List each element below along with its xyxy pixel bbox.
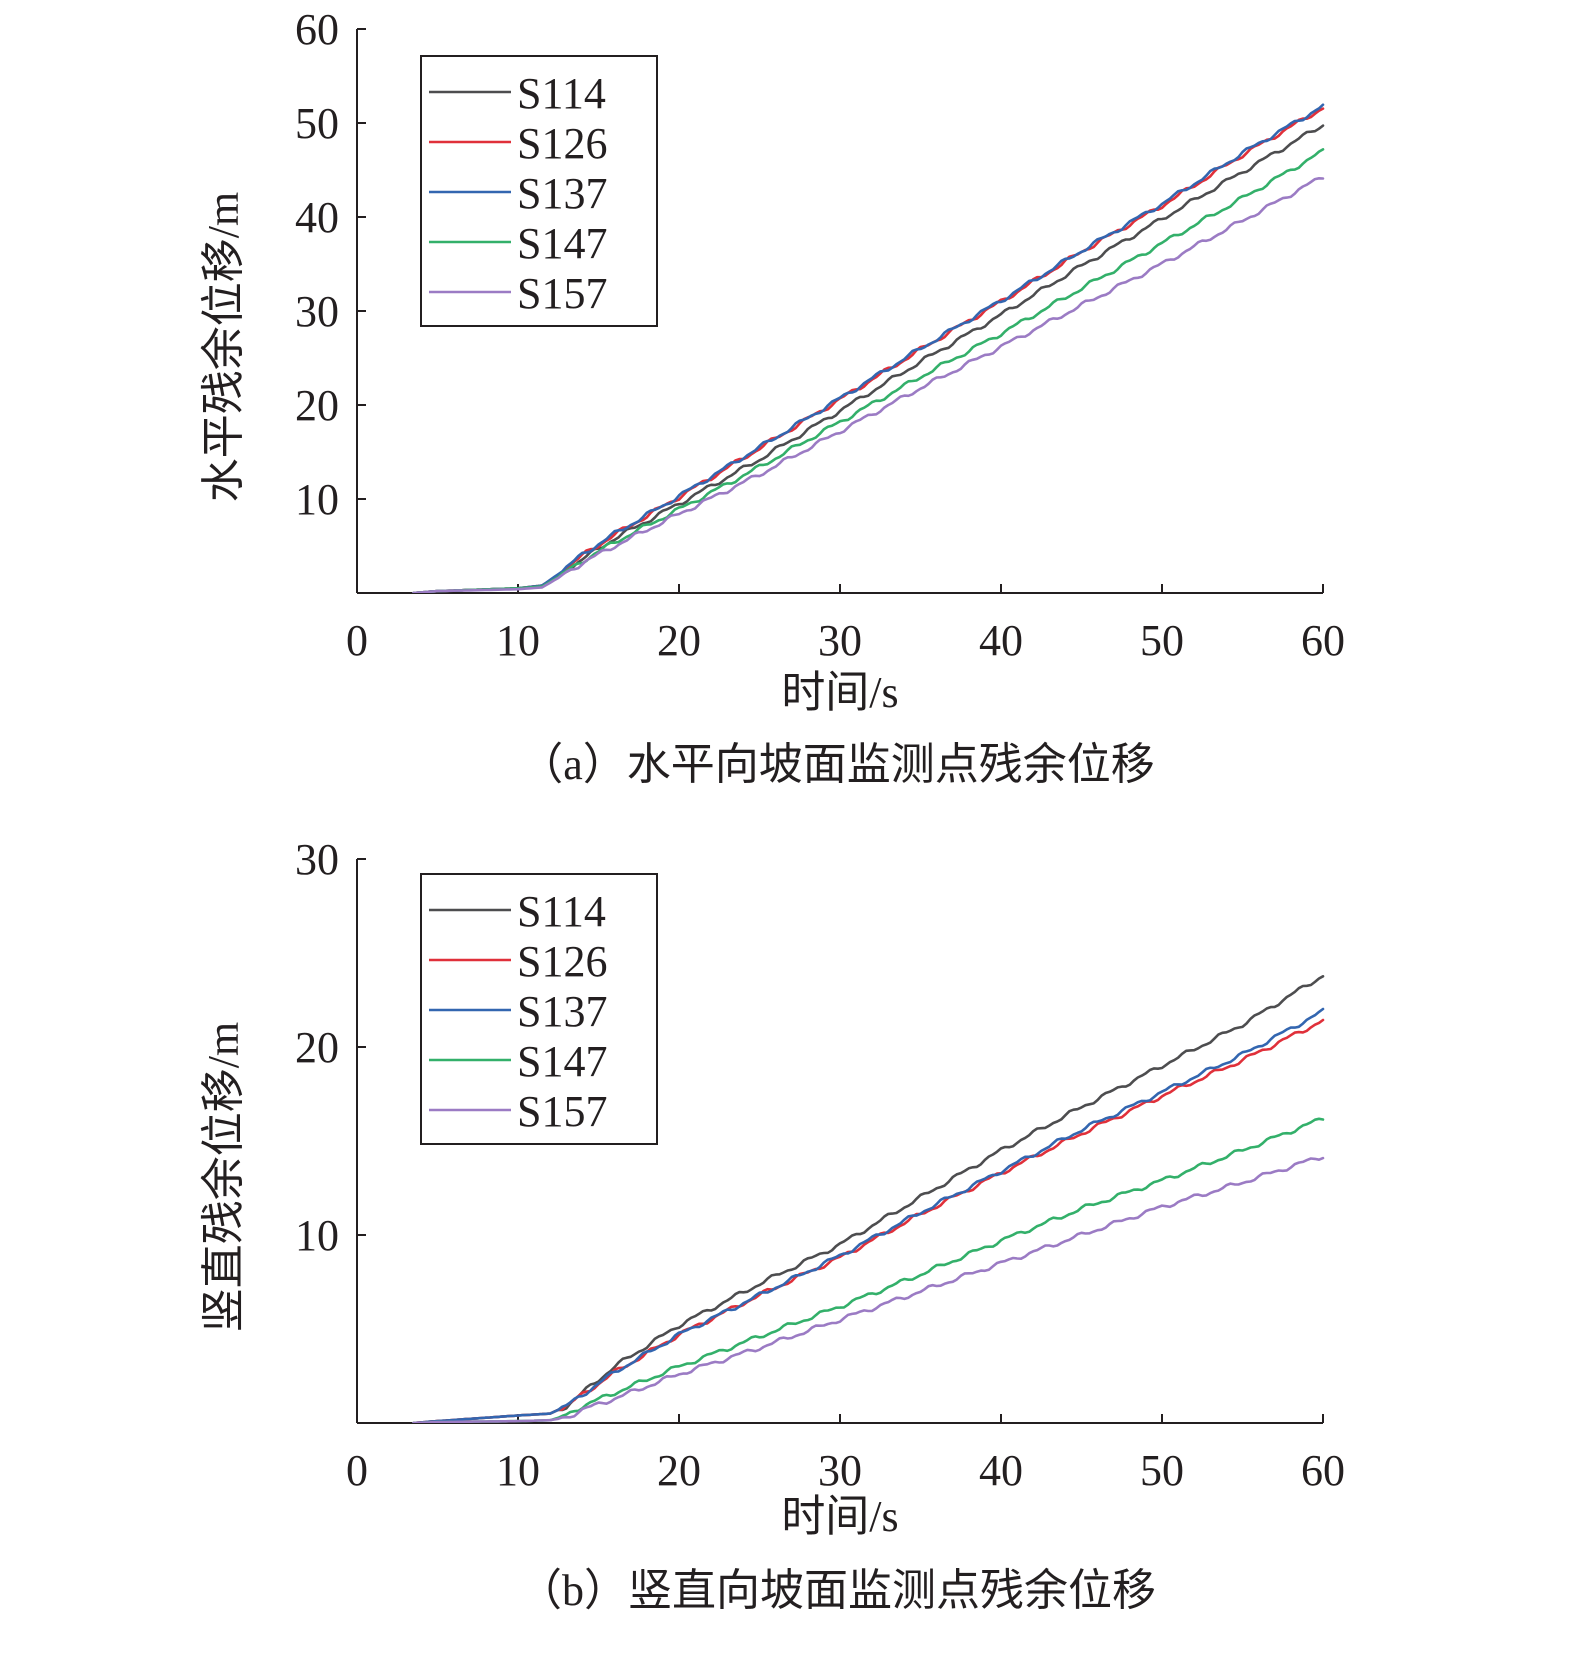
x-tick-label: 10 — [496, 616, 540, 665]
x-tick-label: 40 — [979, 616, 1023, 665]
series-line-s157 — [412, 1156, 1325, 1423]
y-tick-label: 30 — [295, 287, 339, 336]
x-tick-label: 30 — [818, 1446, 862, 1495]
x-tick-label: 60 — [1301, 616, 1345, 665]
y-axis-title: 水平残余位移/m — [199, 192, 248, 502]
figure-caption: （b）竖直向坡面监测点残余位移 — [518, 1566, 1156, 1615]
legend-label-s114: S114 — [517, 887, 606, 936]
figure-caption: （a）水平向坡面监测点残余位移 — [519, 740, 1155, 789]
y-tick-label: 20 — [295, 1023, 339, 1072]
series-line-s137 — [412, 1007, 1325, 1423]
y-tick-label: 30 — [295, 835, 339, 884]
legend-label-s137: S137 — [517, 987, 607, 1036]
series-line-s114 — [412, 974, 1325, 1423]
series-line-s157 — [412, 177, 1325, 593]
x-tick-label: 50 — [1140, 616, 1184, 665]
legend-label-s157: S157 — [517, 269, 607, 318]
y-tick-label: 10 — [295, 475, 339, 524]
chart-a-horizontal-displacement: 0 10 20 30 40 50 60 10 20 30 40 50 60 时间/s 水平残余位移/m （a）… — [199, 5, 1345, 789]
legend-label-s126: S126 — [517, 937, 607, 986]
series-line-s137 — [412, 103, 1325, 593]
y-tick-label: 50 — [295, 99, 339, 148]
x-tick-label: 20 — [657, 1446, 701, 1495]
x-tick-label: 60 — [1301, 1446, 1345, 1495]
legend-label-s147: S147 — [517, 219, 607, 268]
legend-label-s126: S126 — [517, 119, 607, 168]
x-tick-label: 0 — [346, 1446, 368, 1495]
x-tick-label: 40 — [979, 1446, 1023, 1495]
y-axis-title: 竖直残余位移/m — [199, 1022, 248, 1332]
chart-b-vertical-displacement: 0 10 20 30 40 50 60102030时间/s竖直残余位移/m（b）竖直向坡面监… — [199, 835, 1345, 1615]
legend-label-s137: S137 — [517, 169, 607, 218]
legend-label-s147: S147 — [517, 1037, 607, 1086]
y-tick-label: 60 — [295, 5, 339, 54]
y-tick-label: 20 — [295, 381, 339, 430]
y-tick-label: 40 — [295, 193, 339, 242]
x-tick-label: 0 — [346, 616, 368, 665]
x-tick-label: 50 — [1140, 1446, 1184, 1495]
x-tick-label: 10 — [496, 1446, 540, 1495]
x-axis-title: 时间/s — [781, 668, 898, 717]
x-axis-title: 时间/s — [781, 1492, 898, 1541]
legend-label-s114: S114 — [517, 69, 606, 118]
y-tick-label: 10 — [295, 1211, 339, 1260]
x-tick-label: 20 — [657, 616, 701, 665]
legend-label-s157: S157 — [517, 1087, 607, 1136]
series-line-s147 — [412, 1117, 1325, 1423]
x-tick-label: 30 — [818, 616, 862, 665]
